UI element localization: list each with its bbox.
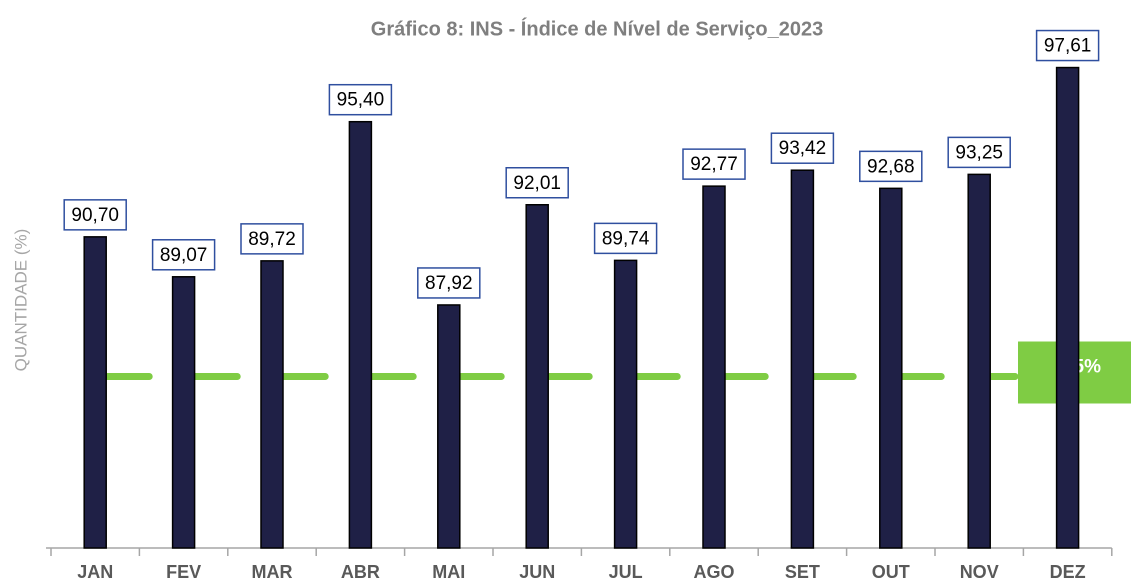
- bar: [348, 120, 373, 549]
- value-label: 90,70: [71, 205, 119, 226]
- value-label: 89,74: [602, 228, 650, 249]
- bar: [879, 187, 903, 549]
- value-label-box: [505, 167, 569, 199]
- value-label-box: [417, 267, 481, 299]
- value-label: 92,68: [867, 156, 915, 177]
- x-tick-label: AGO: [693, 562, 734, 582]
- bar: [171, 276, 196, 549]
- value-label: 89,72: [248, 229, 296, 250]
- value-label-box: [328, 83, 393, 116]
- value-label-box: [593, 222, 658, 255]
- x-tick-label: JUN: [519, 562, 555, 582]
- value-label-box: [1035, 29, 1100, 62]
- x-tick-label: ABR: [341, 562, 380, 582]
- x-tick-label: DEZ: [1050, 562, 1086, 582]
- x-tick-label: FEV: [166, 562, 201, 582]
- value-label: 92,77: [690, 154, 738, 175]
- x-tick-label: MAR: [252, 562, 293, 582]
- value-label-box: [947, 136, 1011, 169]
- x-tick-label: NOV: [960, 562, 999, 582]
- value-label: 95,40: [337, 90, 385, 111]
- bar: [1055, 66, 1080, 549]
- bar: [525, 204, 549, 549]
- x-tick-label: MAI: [432, 562, 465, 582]
- value-label: 89,07: [160, 245, 208, 266]
- value-label-box: [770, 132, 835, 164]
- value-label-box: [63, 199, 127, 231]
- bar: [437, 304, 461, 549]
- value-label-box: [240, 223, 304, 255]
- value-label-box: [859, 150, 923, 183]
- value-label-box: [682, 148, 746, 180]
- x-tick-label: OUT: [872, 562, 910, 582]
- value-label-box: [151, 239, 216, 271]
- value-label: 93,42: [779, 138, 827, 159]
- bar: [260, 260, 284, 549]
- y-axis-label: QUANTIDADE (%): [11, 229, 30, 372]
- bar: [967, 173, 991, 549]
- bar: [790, 169, 815, 549]
- bar: [702, 185, 726, 549]
- value-label: 97,61: [1044, 36, 1092, 57]
- x-tick-label: SET: [785, 562, 820, 582]
- value-label: 92,01: [513, 173, 561, 194]
- bar: [83, 236, 107, 549]
- value-label: 93,25: [955, 142, 1003, 163]
- x-tick-label: JAN: [77, 562, 113, 582]
- x-tick-label: JUL: [609, 562, 643, 582]
- bar: [613, 259, 638, 549]
- value-label: 87,92: [425, 273, 473, 294]
- chart-title: Gráfico 8: INS - Índice de Nível de Serv…: [371, 17, 823, 40]
